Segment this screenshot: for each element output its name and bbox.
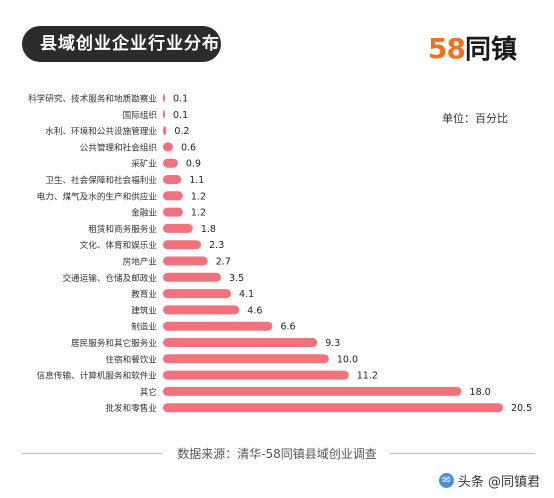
bar [163, 142, 173, 152]
watermark-text: 头条 @同镇君 [457, 475, 540, 490]
toutiao-icon: ✉ [438, 473, 454, 488]
watermark: ✉ 头条 @同镇君 [438, 471, 540, 490]
brand-logo: 58同镇 [428, 29, 517, 65]
source-divider-left [22, 453, 162, 454]
value-label: 4.6 [247, 305, 262, 316]
category-label: 卫生、社会保障和社会福利业 [45, 174, 157, 186]
value-label: 2.3 [209, 240, 224, 251]
value-label: 9.3 [325, 338, 340, 349]
value-label: 0.9 [186, 159, 201, 170]
bar [163, 338, 318, 347]
value-label: 2.7 [216, 257, 231, 268]
category-label: 电力、煤气及水的生产和供应业 [37, 190, 158, 202]
category-label: 交通运输、仓储及邮政业 [62, 272, 157, 284]
bar [163, 93, 165, 103]
bar [163, 126, 167, 136]
value-label: 1.1 [189, 175, 204, 186]
bar [163, 109, 165, 119]
value-label: 10.0 [337, 354, 358, 365]
logo-number: 58 [428, 32, 466, 65]
value-label: 0.1 [173, 110, 188, 121]
bar [163, 272, 222, 282]
bar [163, 175, 182, 184]
logo-word: 同镇 [464, 35, 517, 65]
value-label: 6.6 [280, 322, 295, 333]
category-label: 房地产业 [123, 256, 158, 268]
bar [163, 207, 183, 217]
category-label: 金融业 [131, 207, 157, 219]
bar [163, 321, 273, 331]
category-label: 居民服务和其它服务业 [71, 337, 157, 349]
category-label: 租赁和商务服务业 [88, 223, 157, 235]
category-label: 教育业 [131, 288, 157, 300]
bar [163, 240, 202, 250]
category-label: 制造业 [131, 321, 157, 333]
category-label: 科学研究、技术服务和地质勘察业 [28, 93, 157, 105]
title-pill: 县域创业企业行业分布 [22, 26, 221, 62]
bar [163, 158, 178, 168]
category-label: 住宿和餐饮业 [105, 353, 157, 365]
category-label: 国际组织 [123, 109, 158, 121]
value-label: 0.1 [173, 94, 188, 105]
bar [163, 305, 240, 315]
unit-label: 单位：百分比 [442, 112, 508, 125]
bar [163, 256, 208, 266]
page-title: 县域创业企业行业分布 [40, 34, 220, 54]
category-label: 信息传输、计算机服务和软件业 [37, 370, 158, 382]
value-label: 11.2 [357, 371, 378, 382]
value-label: 0.2 [174, 126, 189, 137]
bar [163, 354, 329, 364]
category-label: 采矿业 [131, 158, 157, 170]
category-label: 其它 [140, 386, 157, 398]
category-label: 建筑业 [131, 304, 157, 316]
source-divider-right [390, 453, 535, 454]
value-label: 18.0 [470, 387, 491, 398]
bar [163, 386, 462, 396]
category-label: 文化、体育和娱乐业 [80, 239, 158, 251]
bar [163, 403, 503, 413]
category-label: 公共管理和社会组织 [80, 141, 158, 153]
data-source-note: 数据来源：清华-58同镇县域创业调查 [177, 447, 377, 461]
value-label: 4.1 [239, 289, 254, 300]
category-label: 水利、环境和公共设施管理业 [45, 125, 157, 137]
bar [163, 191, 183, 201]
value-label: 0.6 [181, 142, 196, 153]
value-label: 3.5 [229, 273, 244, 284]
value-label: 1.2 [191, 191, 206, 202]
category-label: 批发和零售业 [105, 402, 157, 414]
bar [163, 223, 193, 233]
value-label: 1.2 [191, 208, 206, 219]
bar [163, 289, 231, 299]
bar [163, 370, 349, 380]
bar-chart: 科学研究、技术服务和地质勘察业 0.1 国际组织 0.1 水利、环境和公共设施管理业 0.… [28, 93, 532, 415]
value-label: 20.5 [511, 403, 532, 414]
value-label: 1.8 [201, 224, 216, 235]
